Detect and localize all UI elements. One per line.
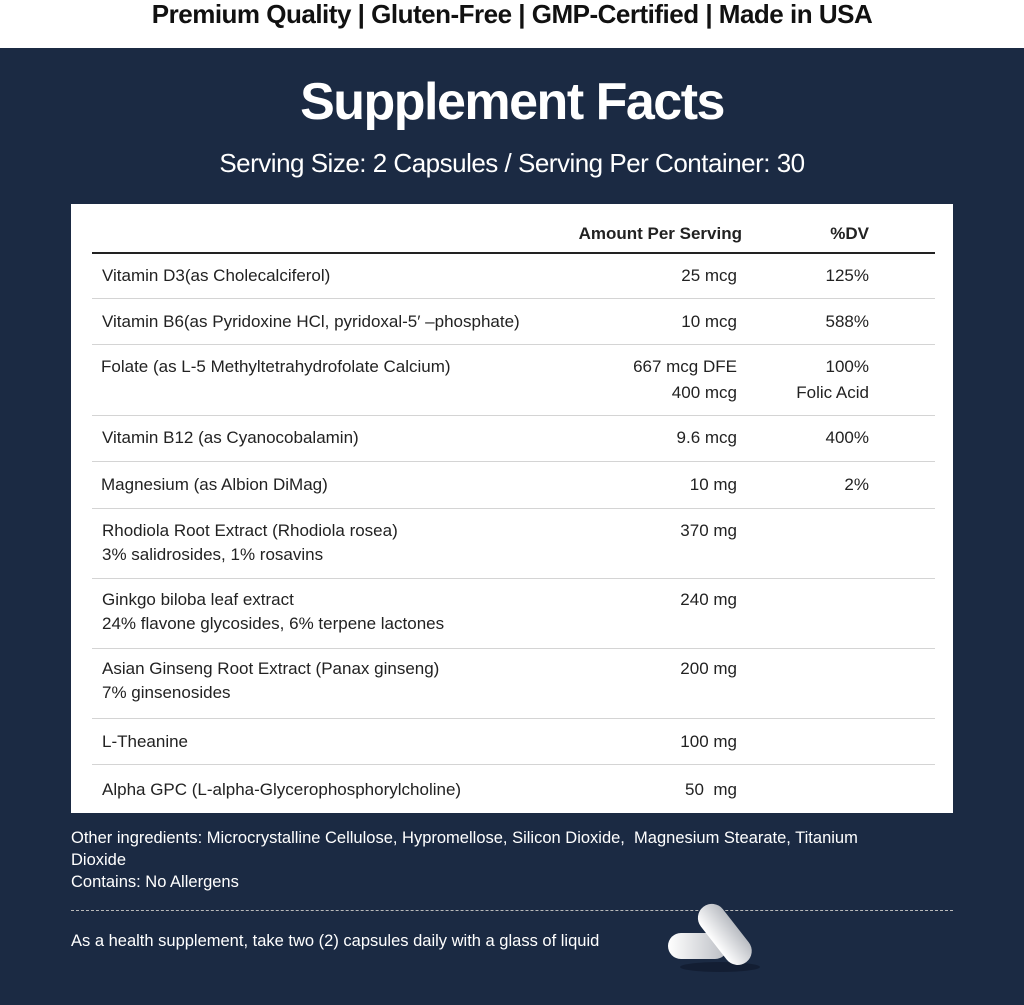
name-detail: 7% ginsenosides: [102, 683, 231, 702]
amount: 10 mcg: [681, 312, 737, 331]
serving-info: Serving Size: 2 Capsules / Serving Per C…: [219, 148, 805, 178]
daily-value: 588%: [825, 312, 869, 331]
nutrient-name: Vitamin D3(as Cholecalciferol): [102, 266, 331, 285]
table-row: Asian Ginseng Root Extract (Panax ginsen…: [92, 657, 935, 719]
amount: 667 mcg DFE 400 mcg: [633, 354, 737, 406]
nutrient-name: Vitamin B6(as Pyridoxine HCl, pyridoxal-…: [102, 312, 520, 331]
table-row: L-Theanine 100 mg: [92, 730, 935, 765]
daily-value: 125%: [825, 266, 869, 285]
nutrient-name: Alpha GPC (L-alpha-Glycerophosphorylchol…: [102, 780, 462, 799]
name-line: Asian Ginseng Root Extract (Panax ginsen…: [102, 659, 440, 678]
dv-note: Folic Acid: [796, 383, 869, 402]
nutrient-name: Folate (as L-5 Methyltetrahydrofolate Ca…: [101, 357, 451, 376]
dashed-divider: [71, 910, 953, 911]
nutrient-name: Magnesium (as Albion DiMag): [101, 475, 328, 494]
allergens: Contains: No Allergens: [71, 873, 239, 891]
name-detail: 3% salidrosides, 1% rosavins: [102, 545, 324, 564]
name-detail: 24% flavone glycosides, 6% terpene lacto…: [102, 614, 445, 633]
amount: 10 mg: [689, 475, 737, 494]
daily-value: 400%: [825, 428, 869, 447]
capsules-image: [668, 903, 760, 972]
header-dv: %DV: [830, 224, 869, 243]
nutrient-name: Rhodiola Root Extract (Rhodiola rosea) 3%…: [102, 519, 398, 567]
table-row: Vitamin B12 (as Cyanocobalamin) 9.6 mcg …: [92, 426, 935, 462]
amount: 200 mg: [680, 659, 737, 678]
name-line: Rhodiola Root Extract (Rhodiola rosea): [102, 521, 398, 540]
amount-folic: 400 mcg: [671, 383, 737, 402]
nutrient-name: L-Theanine: [102, 732, 189, 751]
amount: 25 mcg: [681, 266, 737, 285]
nutrient-name: Vitamin B12 (as Cyanocobalamin): [102, 428, 359, 447]
nutrient-name: Ginkgo biloba leaf extract 24% flavone gl…: [102, 588, 444, 636]
table-row: Vitamin B6(as Pyridoxine HCl, pyridoxal-…: [92, 310, 935, 345]
table-row: Rhodiola Root Extract (Rhodiola rosea) 3%…: [92, 519, 935, 579]
banner: Premium Quality | Gluten-Free | GMP-Cert…: [0, 0, 1024, 48]
amount: 370 mg: [680, 521, 737, 540]
facts-table: Amount Per Serving %DV Vitamin D3(as Cho…: [71, 204, 953, 813]
table-row: Vitamin D3(as Cholecalciferol) 25 mcg 12…: [92, 264, 935, 299]
amount: 100 mg: [680, 732, 737, 751]
page-title: Supplement Facts: [300, 73, 725, 131]
header-amount: Amount Per Serving: [578, 224, 742, 243]
name-line: Ginkgo biloba leaf extract: [102, 590, 294, 609]
other-ingredients: Other ingredients: Microcrystalline Cell…: [71, 829, 863, 869]
directions: As a health supplement, take two (2) cap…: [71, 932, 600, 950]
nutrient-name: Asian Ginseng Root Extract (Panax ginsen…: [102, 657, 439, 705]
table-row: Ginkgo biloba leaf extract 24% flavone gl…: [92, 588, 935, 649]
amount-dfe: 667 mcg DFE: [633, 357, 737, 376]
table-header: Amount Per Serving %DV: [92, 222, 935, 254]
banner-text: Premium Quality | Gluten-Free | GMP-Cert…: [151, 0, 873, 29]
table-row: Folate (as L-5 Methyltetrahydrofolate Ca…: [92, 355, 935, 416]
amount: 50 mg: [685, 780, 737, 799]
other-ingredients-block: Other ingredients: Microcrystalline Cell…: [71, 827, 891, 893]
table-row: Alpha GPC (L-alpha-Glycerophosphorylchol…: [92, 778, 935, 808]
daily-value: 100% Folic Acid: [796, 354, 869, 406]
dv-value: 100%: [825, 357, 869, 376]
table-row: Magnesium (as Albion DiMag) 10 mg 2%: [92, 473, 935, 509]
amount: 9.6 mcg: [676, 428, 737, 447]
amount: 240 mg: [680, 590, 737, 609]
daily-value: 2%: [844, 475, 869, 494]
